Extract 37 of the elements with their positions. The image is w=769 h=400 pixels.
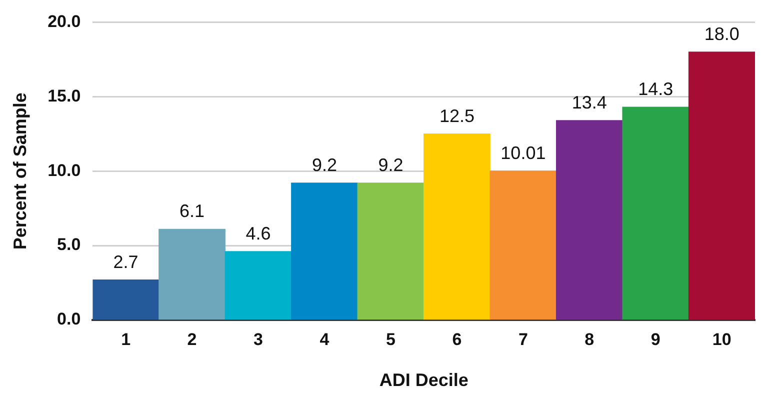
x-tick-label: 7 [518,330,528,349]
data-label: 9.2 [378,154,404,175]
x-tick-label: 2 [187,330,197,349]
data-label: 14.3 [638,79,674,100]
x-tick-label: 10 [712,330,732,349]
x-tick-label: 8 [584,330,594,349]
y-tick-label: 0.0 [57,310,81,329]
x-tick-label: 4 [320,330,330,349]
bar [490,170,557,320]
bar [158,228,226,320]
y-axis-title: Percent of Sample [10,92,30,250]
bar [92,279,160,320]
bar [224,251,292,320]
bar [688,52,755,320]
y-tick-label: 20.0 [48,12,81,31]
data-label: 2.7 [113,252,138,272]
data-label: 4.6 [246,223,271,244]
x-tick-label: 6 [452,330,462,349]
x-tick-label: 5 [386,330,396,349]
bar [357,182,424,320]
data-label: 10.01 [500,142,546,163]
x-tick-label: 1 [121,330,131,349]
data-label: 12.5 [439,106,474,126]
bar [556,120,623,320]
bar [622,106,690,320]
y-tick-label: 15.0 [48,86,81,106]
bar [424,134,490,320]
x-tick-label: 9 [650,330,660,349]
data-label: 6.1 [180,201,205,222]
x-tick-label: 3 [254,330,263,349]
y-tick-label: 10.0 [48,160,81,180]
y-tick-label: 5.0 [57,235,81,254]
bar [291,182,358,320]
data-label: 18.0 [704,24,740,44]
data-label: 9.2 [312,154,338,175]
x-axis-title: ADI Decile [379,370,468,390]
data-label: 13.4 [572,92,607,112]
